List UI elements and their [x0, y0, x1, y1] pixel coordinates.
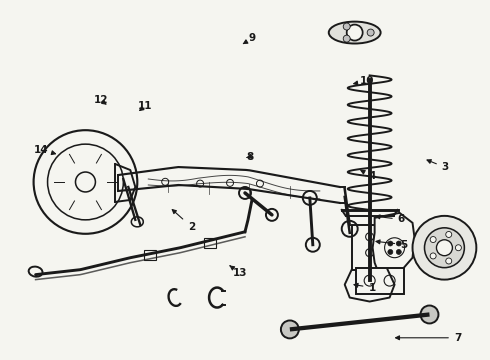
- Text: 3: 3: [427, 160, 449, 172]
- Circle shape: [226, 179, 234, 186]
- Ellipse shape: [329, 22, 381, 44]
- Circle shape: [420, 306, 439, 323]
- Text: 10: 10: [354, 76, 374, 86]
- Text: 12: 12: [94, 95, 108, 105]
- Circle shape: [342, 221, 358, 237]
- Text: 6: 6: [376, 215, 405, 224]
- Circle shape: [455, 245, 462, 251]
- Circle shape: [162, 178, 169, 185]
- Polygon shape: [372, 213, 415, 276]
- Circle shape: [430, 237, 436, 243]
- Circle shape: [343, 23, 350, 30]
- Text: 9: 9: [244, 33, 256, 44]
- Circle shape: [388, 249, 393, 255]
- Circle shape: [446, 231, 452, 238]
- Circle shape: [430, 253, 436, 259]
- Circle shape: [303, 191, 317, 205]
- Circle shape: [396, 241, 401, 246]
- Circle shape: [239, 187, 251, 199]
- Text: 14: 14: [33, 144, 55, 154]
- Circle shape: [118, 177, 129, 189]
- Text: 7: 7: [395, 333, 461, 343]
- Circle shape: [347, 24, 363, 41]
- Text: 11: 11: [138, 102, 152, 112]
- Circle shape: [367, 29, 374, 36]
- Text: 1: 1: [354, 283, 376, 293]
- Circle shape: [306, 238, 320, 252]
- Circle shape: [281, 320, 299, 338]
- Circle shape: [437, 240, 452, 256]
- Text: 4: 4: [361, 170, 376, 181]
- Circle shape: [388, 241, 393, 246]
- Circle shape: [34, 130, 137, 234]
- Circle shape: [256, 180, 264, 187]
- Text: 2: 2: [172, 210, 195, 231]
- Circle shape: [343, 35, 350, 42]
- Circle shape: [413, 216, 476, 280]
- Text: 13: 13: [230, 266, 247, 278]
- Text: 8: 8: [246, 152, 253, 162]
- Circle shape: [366, 249, 374, 257]
- Circle shape: [446, 258, 452, 264]
- Text: 5: 5: [376, 239, 407, 249]
- Circle shape: [366, 233, 374, 241]
- Circle shape: [266, 209, 278, 221]
- Circle shape: [396, 249, 401, 255]
- Circle shape: [424, 228, 465, 268]
- FancyBboxPatch shape: [356, 268, 404, 293]
- Circle shape: [196, 180, 204, 187]
